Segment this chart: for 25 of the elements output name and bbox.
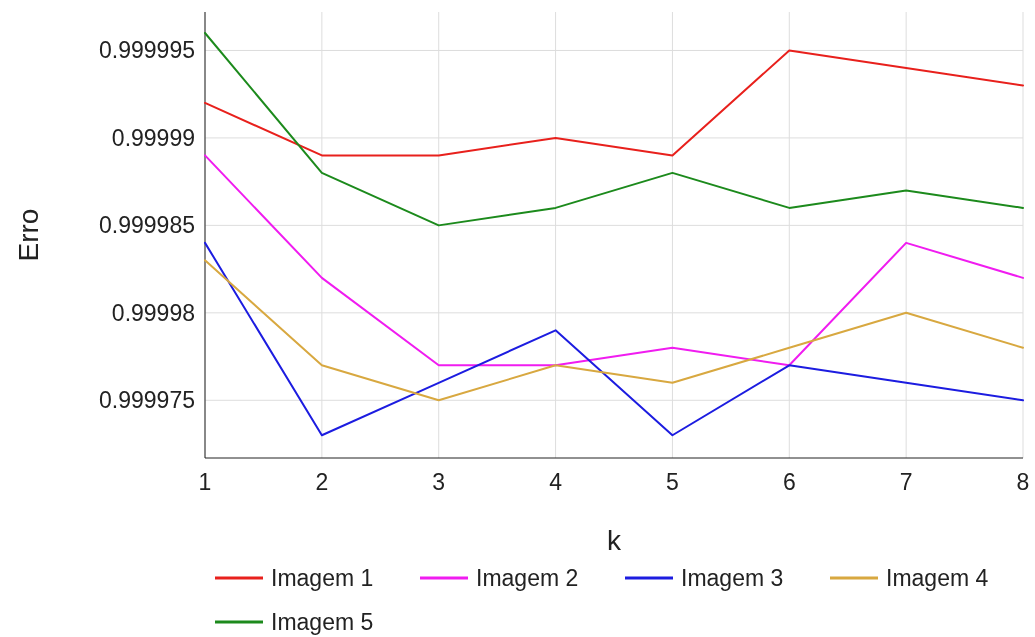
y-axis-title: Erro [13,208,44,262]
x-tick-label: 4 [549,469,563,495]
y-tick-label: 0.99998 [111,299,195,326]
line-series [204,241,1024,437]
y-tick-label: 0.999975 [99,387,195,414]
line-series [204,31,1024,227]
x-tick-label: 5 [666,469,679,495]
y-tick-label: 0.999985 [99,212,195,239]
x-tick-label: 2 [315,469,329,495]
x-tick-label: 3 [432,469,446,495]
line-series [204,49,1024,157]
line-series [204,154,1024,367]
y-tick-label: 0.999995 [99,37,195,64]
x-axis-title: k [607,525,622,556]
x-tick-label: 1 [198,469,212,495]
x-tick-label: 8 [1016,469,1030,495]
x-tick-label: 7 [899,469,913,495]
x-tick-label: 6 [782,469,796,495]
legend-label: Imagem 5 [271,609,374,635]
legend-label: Imagem 4 [886,565,989,591]
legend-label: Imagem 1 [271,565,374,591]
legend-label: Imagem 3 [681,565,784,591]
line-series [204,259,1024,402]
y-tick-label: 0.99999 [111,124,195,151]
legend-label: Imagem 2 [476,565,579,591]
